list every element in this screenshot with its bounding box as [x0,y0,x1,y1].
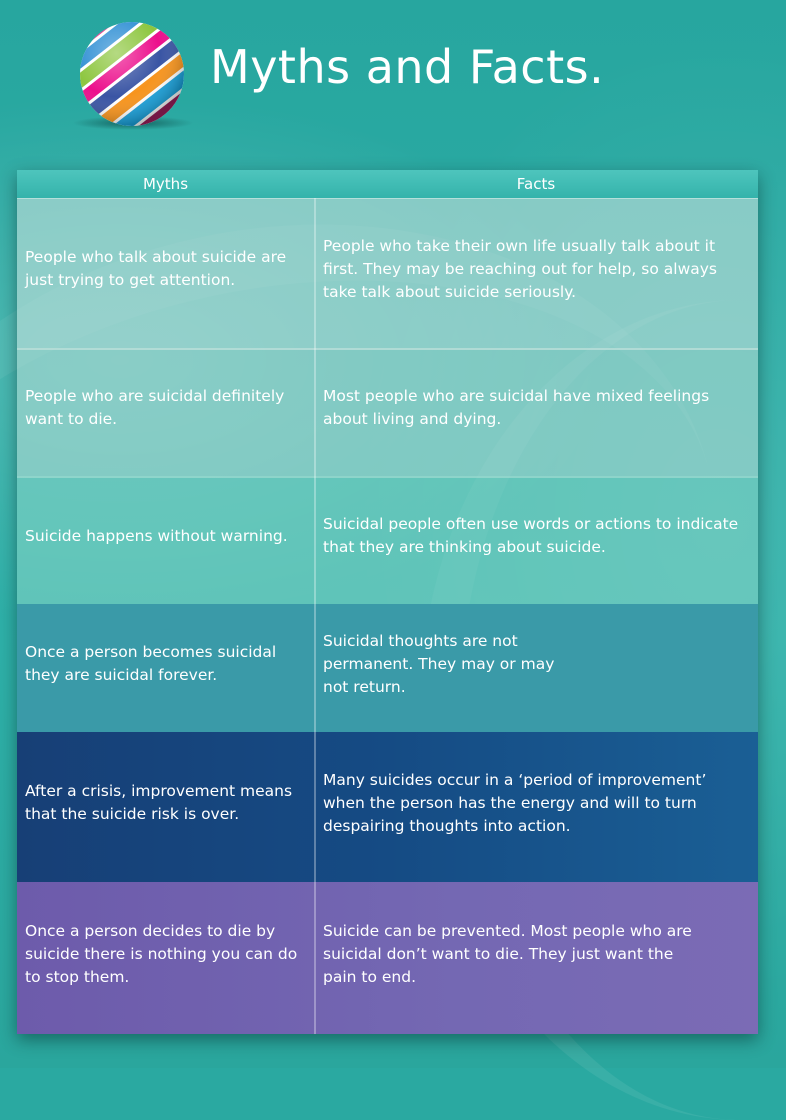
table-header: Myths Facts [17,170,758,199]
table-row: People who talk about suicide are just t… [17,198,758,350]
fact-text: Suicidal people often use words or actio… [323,515,739,556]
fact-cell: Suicide can be prevented. Most people wh… [314,882,758,1034]
fact-text: Many suicides occur in a ‘period of impr… [323,770,707,835]
column-header-myths: Myths [142,175,189,193]
fact-text: Most people who are suicidal have mixed … [323,387,710,428]
table-row: Once a person decides to die by suicide … [17,882,758,1034]
fact-cell: Most people who are suicidal have mixed … [314,348,758,476]
striped-globe-logo [80,22,184,126]
myth-text: Once a person becomes suicidal they are … [25,643,277,684]
myth-text: People who are suicidal definitely want … [25,387,285,428]
column-header-facts: Facts [516,175,556,193]
myth-cell: Suicide happens without warning. [17,476,314,604]
fact-cell: People who take their own life usually t… [314,198,758,348]
fact-cell: Suicidal people often use words or actio… [314,476,758,604]
table-row: Suicide happens without warning. Suicida… [17,476,758,606]
myth-cell: Once a person decides to die by suicide … [17,882,314,1034]
fact-cell: Suicidal thoughts are not permanent. The… [314,604,758,732]
myth-cell: Once a person becomes suicidal they are … [17,604,314,732]
fact-text: Suicide can be prevented. Most people wh… [323,921,692,986]
myth-cell: People who talk about suicide are just t… [17,198,314,348]
table-row: People who are suicidal definitely want … [17,348,758,478]
table-row: Once a person becomes suicidal they are … [17,604,758,734]
myth-text: After a crisis, improvement means that t… [25,782,293,823]
page-title: Myths and Facts. [210,40,605,94]
fact-text: Suicidal thoughts are not permanent. The… [323,631,555,696]
myth-text: Suicide happens without warning. [25,526,288,545]
myth-text: Once a person decides to die by suicide … [25,921,298,986]
table-row: After a crisis, improvement means that t… [17,732,758,884]
myth-cell: After a crisis, improvement means that t… [17,732,314,882]
myths-facts-table: Myths Facts People who talk about suicid… [17,170,758,1034]
fact-text: People who take their own life usually t… [323,236,718,301]
fact-cell: Many suicides occur in a ‘period of impr… [314,732,758,882]
myth-text: People who talk about suicide are just t… [25,248,287,289]
myth-cell: People who are suicidal definitely want … [17,348,314,476]
